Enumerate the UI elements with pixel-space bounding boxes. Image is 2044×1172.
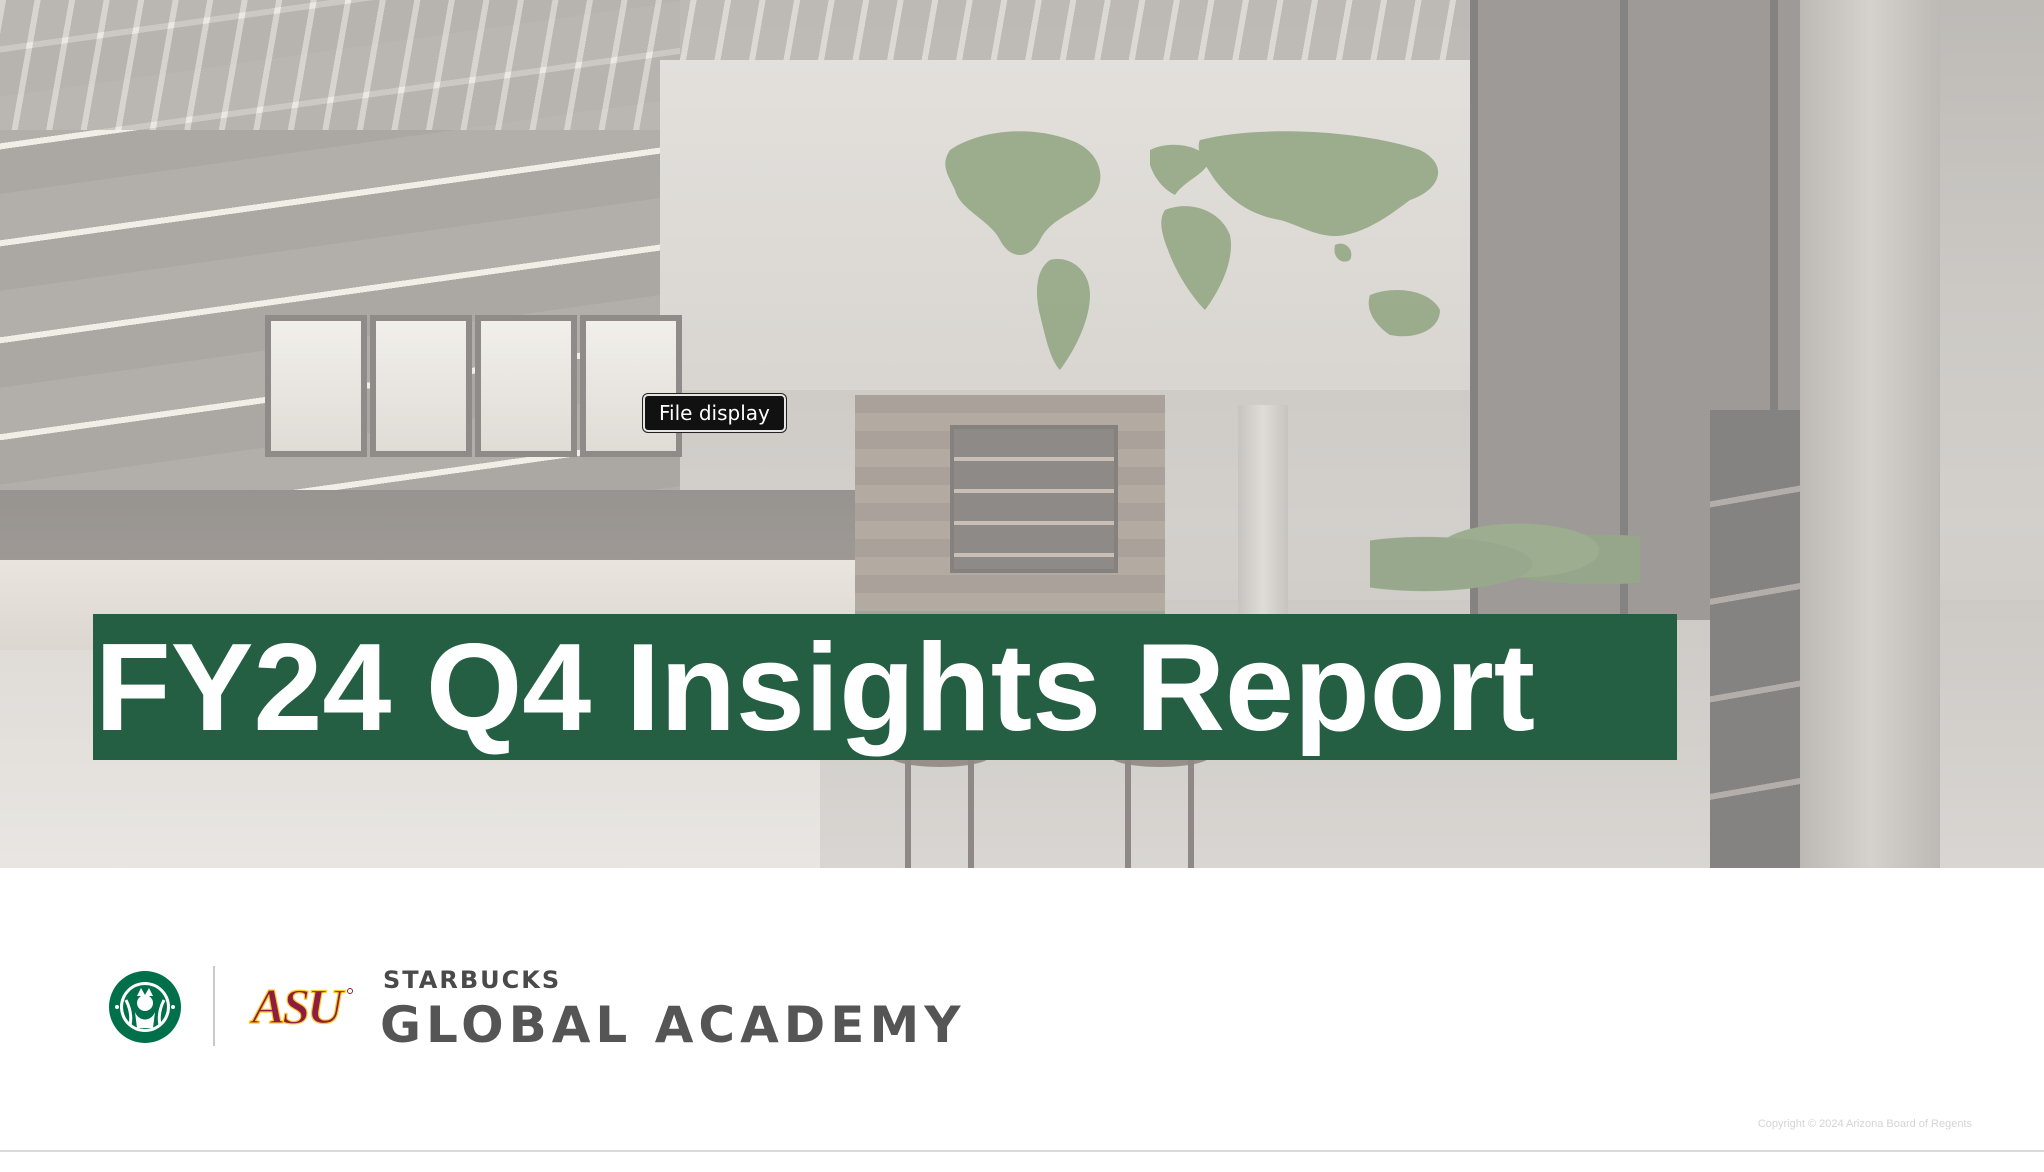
menu-board [370, 315, 472, 457]
logo-divider [213, 966, 215, 1046]
academy-kicker: STARBUCKS [383, 966, 562, 994]
concrete-column [1238, 405, 1288, 645]
concrete-pillar [1800, 0, 1940, 868]
menu-boards [265, 315, 685, 457]
menu-board [475, 315, 577, 457]
planter-greenery [1370, 510, 1640, 600]
starbucks-siren-logo-icon [109, 971, 181, 1043]
academy-name: GLOBAL ACADEMY [380, 996, 966, 1054]
world-map-icon [945, 131, 1440, 370]
svg-text:ASU: ASU [249, 981, 346, 1031]
slide-title: FY24 Q4 Insights Report [95, 619, 1536, 757]
slide-bottom-divider [0, 1150, 2044, 1152]
copyright-notice: Copyright © 2024 Arizona Board of Regent… [1757, 1118, 1972, 1130]
store-interior-photo [0, 0, 2044, 868]
asu-logo-icon: ASU [248, 981, 353, 1031]
merchandise-shelf [950, 425, 1118, 573]
menu-board [265, 315, 367, 457]
menu-board [580, 315, 682, 457]
file-display-tooltip: File display [643, 394, 786, 432]
logo-row: ASU STARBUCKS GLOBAL ACADEMY [108, 966, 1108, 1054]
title-banner: FY24 Q4 Insights Report [93, 614, 1677, 760]
